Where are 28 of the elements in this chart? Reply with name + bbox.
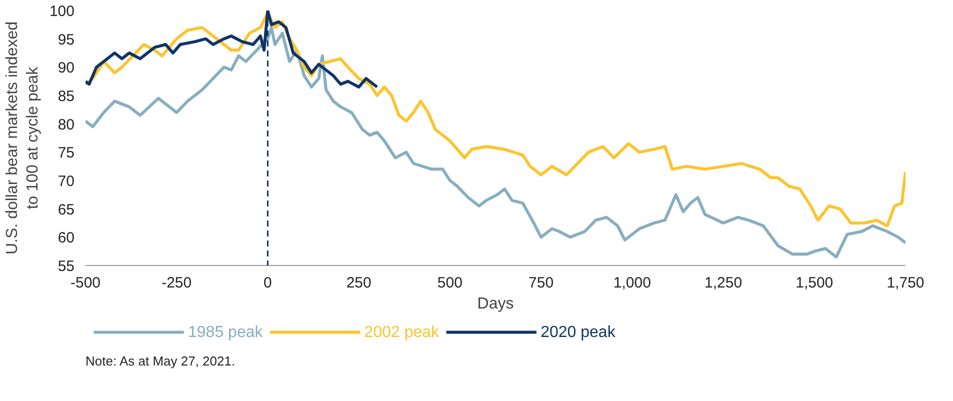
x-tick-label: 750 xyxy=(528,274,554,292)
text: 2002 peak xyxy=(364,324,440,341)
text: 1985 peak xyxy=(188,324,264,341)
x-tick-label: 1,750 xyxy=(886,274,924,292)
x-tick-label: 1,500 xyxy=(796,274,834,292)
x-tick-label: 250 xyxy=(346,274,372,292)
y-tick-label: 60 xyxy=(58,230,75,247)
y-tick-label: 90 xyxy=(58,60,75,77)
y-tick-label: 70 xyxy=(58,173,75,190)
x-axis-title: Days xyxy=(477,296,514,312)
y-tick-label: 95 xyxy=(58,31,75,48)
x-tick-label: 0 xyxy=(264,274,272,292)
y-axis-title: U.S. dollar bear markets indexed to 100 at cycle peak xyxy=(4,22,42,254)
x-tick-label: -500 xyxy=(70,274,101,292)
x-tick-label: 1,250 xyxy=(704,274,742,292)
text: Note: As at May 27, 2021. xyxy=(86,353,236,368)
y-tick-label: 65 xyxy=(58,201,75,218)
y-tick-label: 80 xyxy=(58,116,75,134)
y-tick-label: 55 xyxy=(58,258,75,275)
y-tick-label: 75 xyxy=(58,144,75,162)
x-tick-label: 500 xyxy=(437,274,462,292)
x-tick-label: 1,000 xyxy=(613,274,651,292)
y-tick-label: 100 xyxy=(49,3,75,20)
x-tick-label: -250 xyxy=(162,274,192,292)
y-tick-label: 85 xyxy=(58,88,75,105)
text: 2020 peak xyxy=(540,324,616,341)
line-series xyxy=(86,12,906,228)
line-series xyxy=(86,26,906,258)
